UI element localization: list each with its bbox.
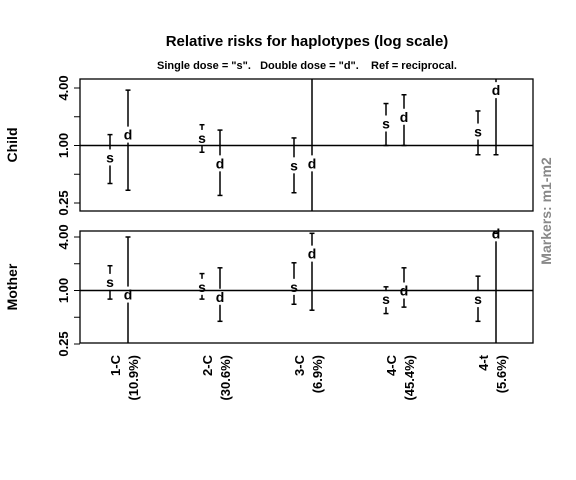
category-frequency: (6.9%): [310, 355, 325, 393]
point-marker-s: s: [106, 149, 114, 165]
point-marker-d: d: [492, 82, 501, 98]
point-marker-d: d: [400, 109, 409, 125]
category-label: 4-t: [476, 354, 491, 371]
point-marker-s: s: [198, 130, 206, 146]
error-bar-s: s: [382, 287, 390, 314]
point-marker-d: d: [400, 283, 409, 299]
error-bar-d: d: [124, 237, 133, 343]
y-tick-label: 1.00: [56, 278, 71, 303]
point-marker-d: d: [216, 289, 225, 305]
error-bar-s: s: [290, 263, 298, 304]
error-bar-d: d: [492, 79, 501, 155]
point-marker-d: d: [216, 155, 225, 171]
point-marker-s: s: [382, 291, 390, 307]
error-bar-d: d: [216, 268, 225, 322]
markers-side-label: Markers: m1-m2: [538, 157, 554, 265]
point-marker-d: d: [308, 155, 317, 171]
y-tick-label: 0.25: [56, 331, 71, 356]
error-bar-d: d: [216, 130, 225, 195]
error-bar-d: d: [124, 90, 133, 190]
error-bar-s: s: [106, 135, 114, 184]
error-bar-s: s: [106, 266, 114, 299]
point-marker-d: d: [124, 287, 133, 303]
point-marker-s: s: [474, 291, 482, 307]
panel-label: Mother: [4, 263, 20, 310]
point-marker-s: s: [474, 124, 482, 140]
point-marker-s: s: [382, 115, 390, 131]
category-label: 4-C: [384, 354, 399, 376]
error-bar-s: s: [382, 104, 390, 146]
category-frequency: (30.6%): [218, 355, 233, 401]
y-tick-label: 4.00: [56, 224, 71, 249]
point-marker-s: s: [198, 279, 206, 295]
category-frequency: (5.6%): [494, 355, 509, 393]
category-labels-group: 1-C (10.9%) 2-C (30.6%) 3-C (6.9%) 4-C (45.4%) 4…: [108, 354, 509, 400]
category-label: 1-C: [108, 354, 123, 376]
point-marker-d: d: [124, 127, 133, 143]
chart-title: Relative risks for haplotypes (log scale…: [166, 33, 449, 50]
error-bar-s: s: [474, 276, 482, 321]
point-marker-d: d: [492, 225, 501, 241]
point-marker-d: d: [308, 246, 317, 262]
point-marker-s: s: [290, 279, 298, 295]
error-bar-d: d: [308, 233, 317, 310]
error-bar-s: s: [198, 274, 206, 300]
category-label: 3-C: [292, 354, 307, 376]
y-tick-label: 1.00: [56, 133, 71, 158]
error-bar-s: s: [198, 125, 206, 153]
category-label: 2-C: [200, 354, 215, 376]
panel-label: Child: [4, 128, 20, 163]
error-bar-d: d: [492, 225, 501, 343]
point-marker-s: s: [290, 157, 298, 173]
point-marker-s: s: [106, 274, 114, 290]
chart-subtitle: Single dose = "s". Double dose = "d". Re…: [157, 60, 457, 72]
panel-frame: [80, 231, 533, 343]
error-bar-s: s: [474, 111, 482, 155]
error-bar-d: d: [400, 268, 409, 307]
y-tick-label: 0.25: [56, 190, 71, 215]
y-tick-label: 4.00: [56, 75, 71, 100]
error-bar-d: d: [400, 95, 409, 146]
category-frequency: (10.9%): [126, 355, 141, 401]
category-frequency: (45.4%): [402, 355, 417, 401]
